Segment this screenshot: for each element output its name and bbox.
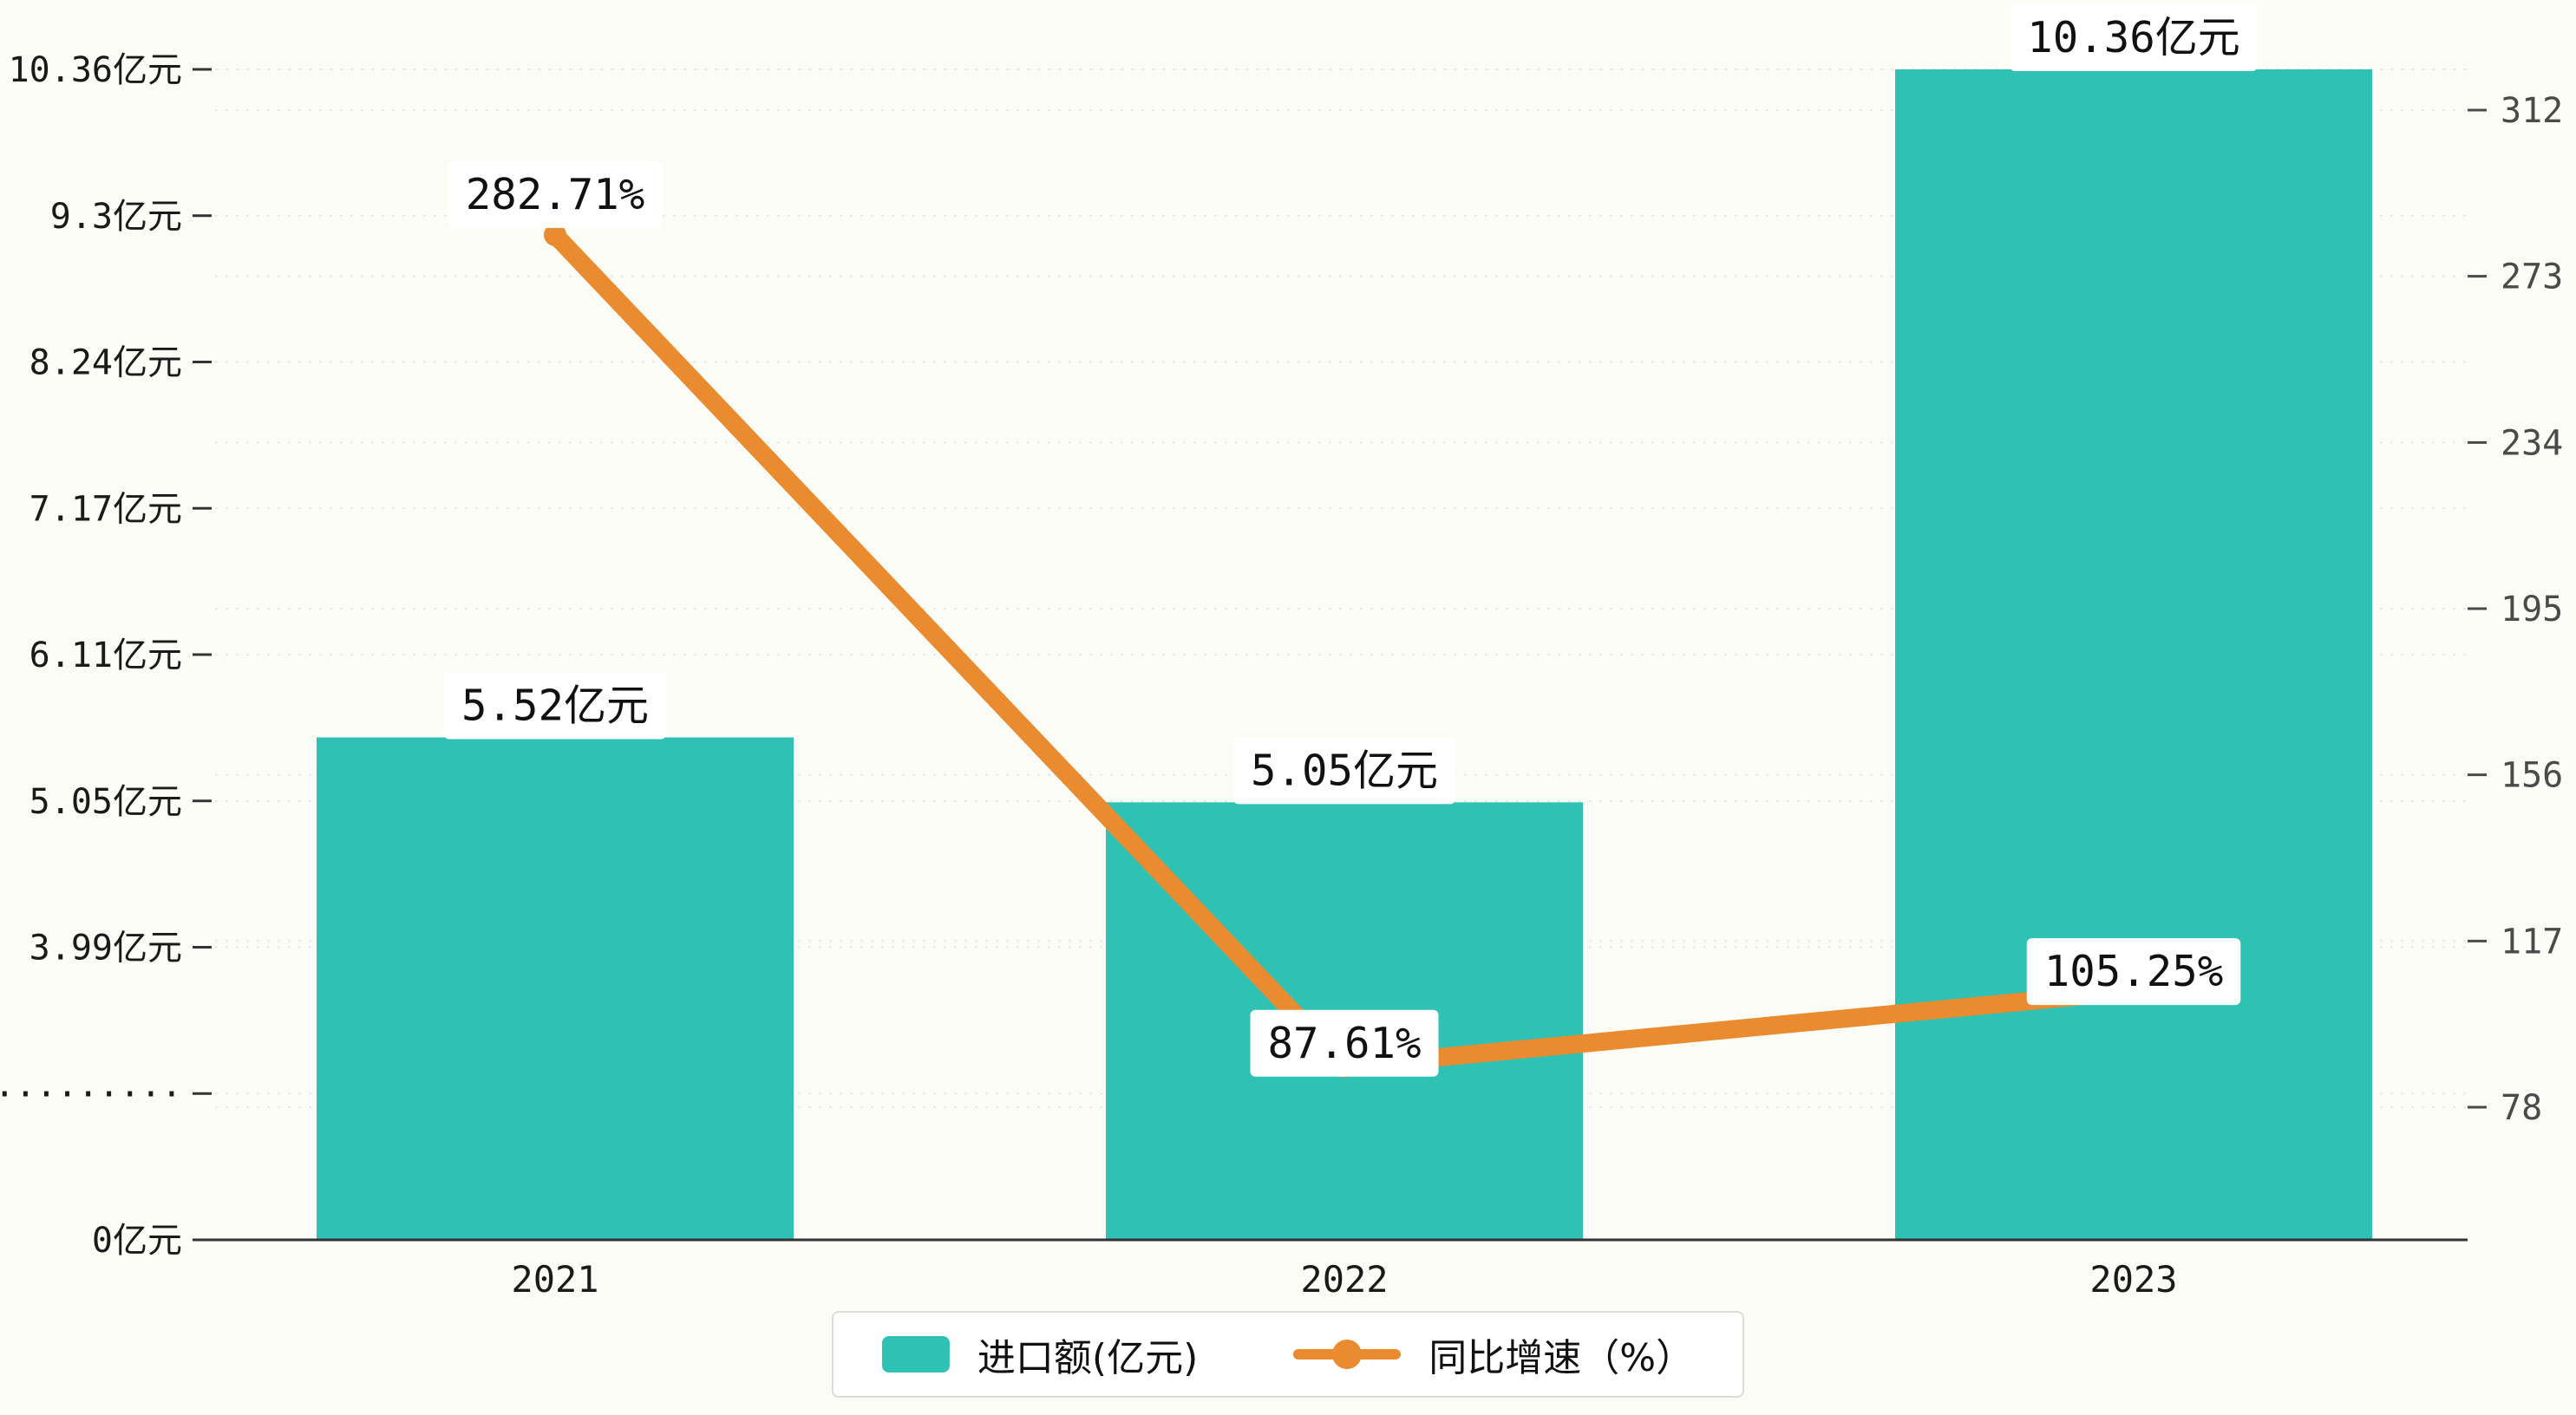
right-axis-tick-label: 156: [2501, 756, 2563, 796]
x-axis-label: 2021: [511, 1258, 598, 1301]
svg-text:105.25%: 105.25%: [2044, 947, 2224, 996]
right-axis-tick-label: 234: [2501, 423, 2563, 463]
svg-text:282.71%: 282.71%: [466, 170, 645, 219]
legend-item-import-value[interactable]: 进口额(亿元): [881, 1327, 1199, 1382]
x-axis-label: 2023: [2089, 1258, 2177, 1301]
svg-text:5.52亿元: 5.52亿元: [461, 681, 649, 731]
bar-value-label: 10.36亿元: [2010, 4, 2258, 71]
right-axis-tick-label: 117: [2501, 922, 2563, 962]
left-axis-tick-label: 9.3亿元: [50, 197, 182, 237]
left-axis-tick-label: 5.05亿元: [29, 782, 182, 822]
line-value-label: 87.61%: [1250, 1009, 1439, 1077]
bar-value-label: 5.05亿元: [1232, 737, 1456, 805]
left-axis-tick-label: 3.99亿元: [29, 929, 182, 968]
legend-label-import-value: 进口额(亿元): [977, 1336, 1199, 1380]
x-axis-label: 2022: [1300, 1258, 1388, 1301]
svg-text:87.61%: 87.61%: [1267, 1019, 1421, 1068]
line-point: [544, 223, 566, 246]
bar-value-label: 5.52亿元: [443, 672, 667, 740]
right-axis-tick-label: 273: [2501, 258, 2563, 297]
line-value-label: 105.25%: [2026, 938, 2241, 1006]
legend-item-growth-rate[interactable]: 同比增速（%）: [1293, 1327, 1694, 1382]
bar: [317, 737, 794, 1240]
left-axis-tick-label: 8.24亿元: [29, 343, 182, 383]
legend: 进口额(亿元) 同比增速（%）: [831, 1311, 1745, 1398]
legend-label-growth-rate: 同比增速（%）: [1429, 1336, 1695, 1380]
right-axis-tick-label: 312: [2501, 91, 2563, 131]
left-axis-tick-label: ·········: [0, 1074, 182, 1114]
line-value-label: 282.71%: [448, 160, 663, 228]
left-axis-tick-label: 10.36亿元: [9, 50, 182, 90]
left-axis-tick-label: 6.11亿元: [29, 636, 182, 675]
bar-series-swatch-icon: [881, 1336, 950, 1373]
right-axis-tick-label: 195: [2501, 590, 2563, 629]
right-axis-tick-label: 78: [2501, 1088, 2542, 1128]
line-series-marker-icon: [1293, 1335, 1402, 1373]
left-axis-tick-label: 0亿元: [92, 1221, 182, 1261]
bar: [1895, 69, 2372, 1240]
left-axis-tick-label: 7.17亿元: [29, 489, 182, 529]
svg-text:10.36亿元: 10.36亿元: [2027, 13, 2240, 62]
svg-text:5.05亿元: 5.05亿元: [1251, 746, 1438, 795]
